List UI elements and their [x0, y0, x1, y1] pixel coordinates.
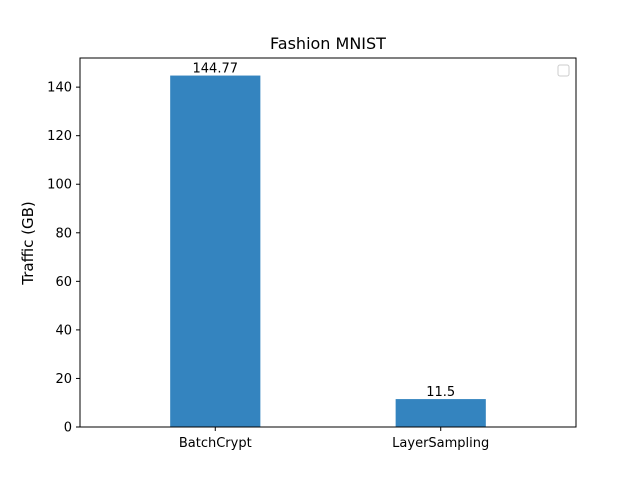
y-axis-label: Traffic (GB) [19, 201, 37, 285]
y-tick-label-20: 20 [55, 372, 72, 387]
y-tick-label-80: 80 [55, 226, 72, 241]
y-tick-label-0: 0 [64, 421, 72, 436]
x-axis: BatchCrypt LayerSampling [179, 427, 489, 451]
y-tick-label-40: 40 [55, 323, 72, 338]
plot-frame [79, 57, 577, 428]
data-label-batchcrypt: 144.77 [193, 62, 239, 77]
bar-batchcrypt [170, 75, 261, 428]
x-tick-label-layersampling: LayerSampling [392, 436, 489, 451]
x-tick-label-batchcrypt: BatchCrypt [179, 436, 252, 451]
data-label-layersampling: 11.5 [426, 385, 455, 400]
bar-layersampling [395, 399, 486, 427]
y-tick-label-120: 120 [47, 129, 72, 144]
y-tick-label-100: 100 [47, 178, 72, 193]
bars-group: 144.77 11.5 [170, 62, 486, 428]
y-tick-label-140: 140 [47, 81, 72, 96]
legend-box [557, 64, 570, 77]
chart-title: Fashion MNIST [270, 34, 386, 53]
y-tick-label-60: 60 [55, 275, 72, 290]
y-axis: 0 20 40 60 80 100 120 140 [47, 81, 80, 436]
